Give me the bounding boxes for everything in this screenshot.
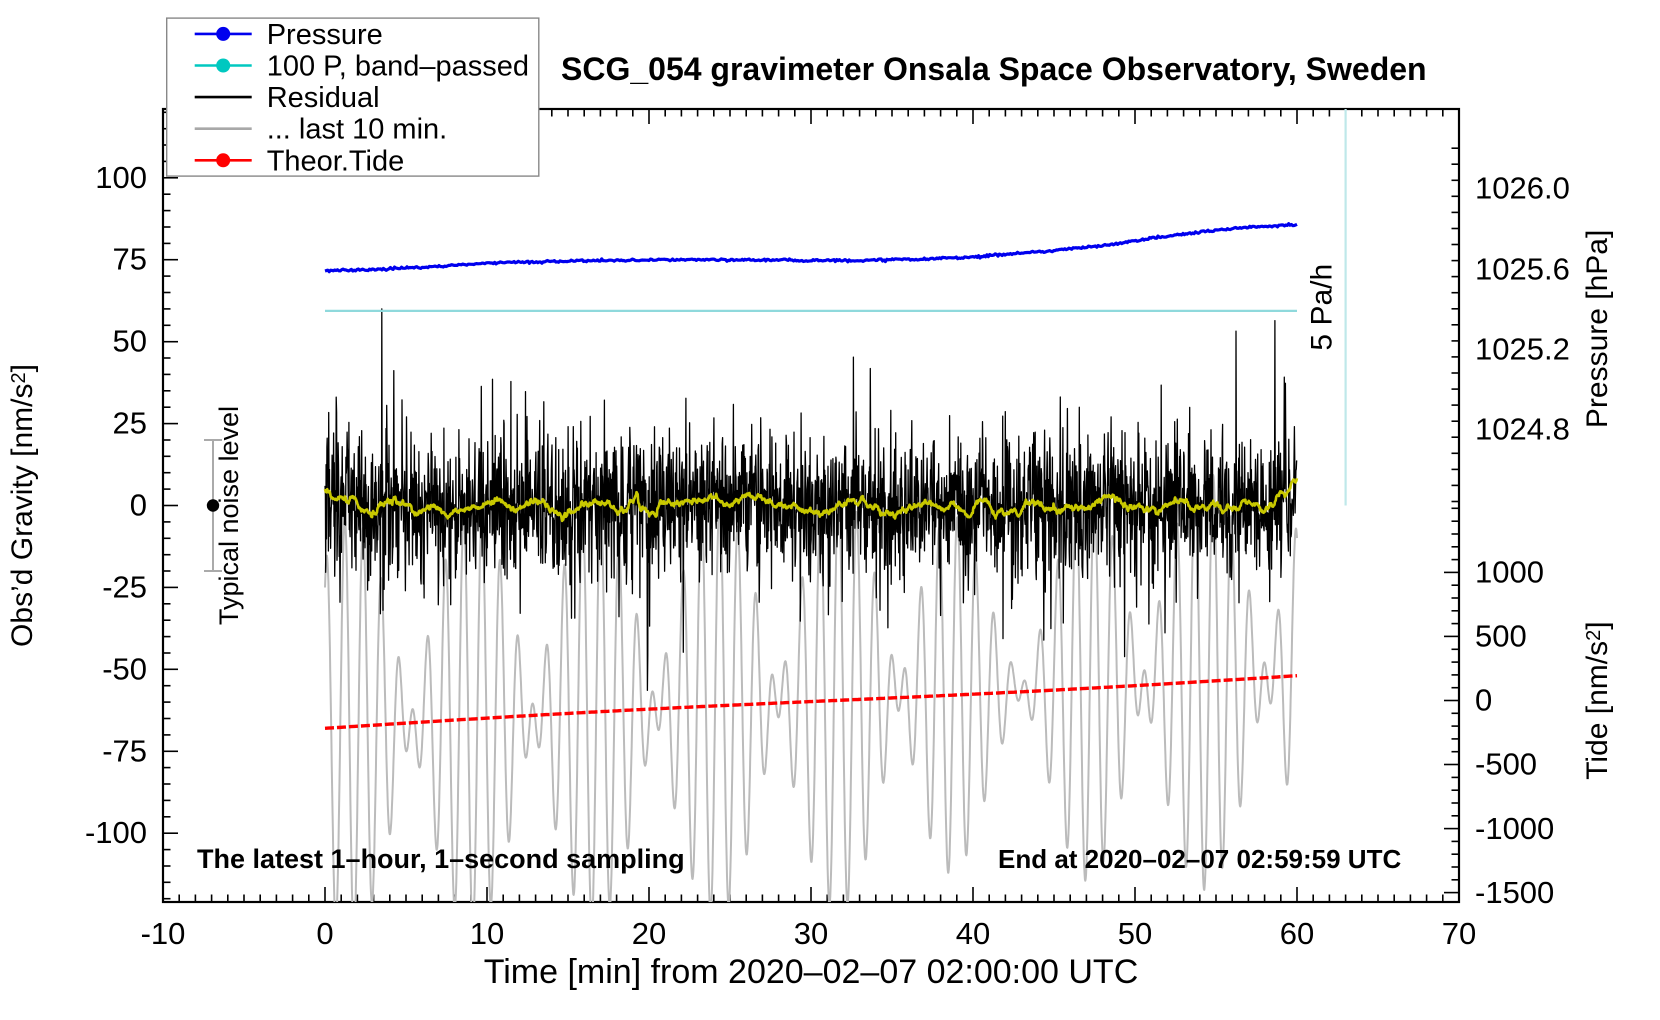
svg-text:The latest 1–hour, 1–second sa: The latest 1–hour, 1–second sampling: [197, 844, 685, 874]
svg-text:Tide [nm/s2]: Tide [nm/s2]: [1581, 621, 1614, 779]
svg-text:... last 10 min.: ... last 10 min.: [267, 114, 448, 146]
svg-text:-50: -50: [102, 651, 147, 686]
svg-text:Pressure [hPa]: Pressure [hPa]: [1581, 230, 1614, 428]
svg-text:1025.6: 1025.6: [1475, 251, 1570, 286]
svg-text:75: 75: [113, 242, 147, 277]
svg-text:1000: 1000: [1475, 554, 1544, 589]
svg-text:1025.2: 1025.2: [1475, 331, 1570, 366]
svg-text:0: 0: [130, 488, 147, 523]
svg-text:0: 0: [1475, 683, 1492, 718]
svg-text:-1000: -1000: [1475, 811, 1554, 846]
svg-text:End at 2020–02–07 02:59:59 UTC: End at 2020–02–07 02:59:59 UTC: [998, 844, 1401, 874]
svg-text:-75: -75: [102, 733, 147, 768]
svg-text:100 P, band–passed: 100 P, band–passed: [267, 51, 529, 83]
svg-text:-1500: -1500: [1475, 875, 1554, 910]
svg-text:60: 60: [1280, 916, 1314, 951]
svg-text:70: 70: [1442, 916, 1476, 951]
svg-text:500: 500: [1475, 619, 1527, 654]
svg-text:-25: -25: [102, 569, 147, 604]
svg-text:0: 0: [316, 916, 333, 951]
svg-text:50: 50: [1118, 916, 1152, 951]
svg-text:10: 10: [470, 916, 504, 951]
svg-text:1024.8: 1024.8: [1475, 411, 1570, 446]
svg-text:20: 20: [632, 916, 666, 951]
svg-text:25: 25: [113, 406, 147, 441]
svg-text:Pressure: Pressure: [267, 19, 383, 51]
svg-text:100: 100: [95, 160, 147, 195]
svg-text:Obs’d Gravity [nm/s2]: Obs’d Gravity [nm/s2]: [6, 364, 39, 647]
svg-text:40: 40: [956, 916, 990, 951]
svg-text:Theor.Tide: Theor.Tide: [267, 145, 405, 177]
svg-text:-500: -500: [1475, 747, 1537, 782]
svg-text:30: 30: [794, 916, 828, 951]
svg-text:1026.0: 1026.0: [1475, 170, 1570, 205]
svg-text:SCG_054 gravimeter Onsala Spac: SCG_054 gravimeter Onsala Space Observat…: [561, 51, 1427, 87]
svg-text:-10: -10: [141, 916, 186, 951]
svg-text:-100: -100: [85, 815, 147, 850]
svg-text:Typical noise level: Typical noise level: [214, 406, 244, 625]
svg-text:5 Pa/h: 5 Pa/h: [1306, 264, 1339, 351]
svg-text:Time [min] from 2020–02–07 02:: Time [min] from 2020–02–07 02:00:00 UTC: [484, 953, 1139, 991]
svg-text:Residual: Residual: [267, 82, 380, 114]
svg-text:50: 50: [113, 324, 147, 359]
